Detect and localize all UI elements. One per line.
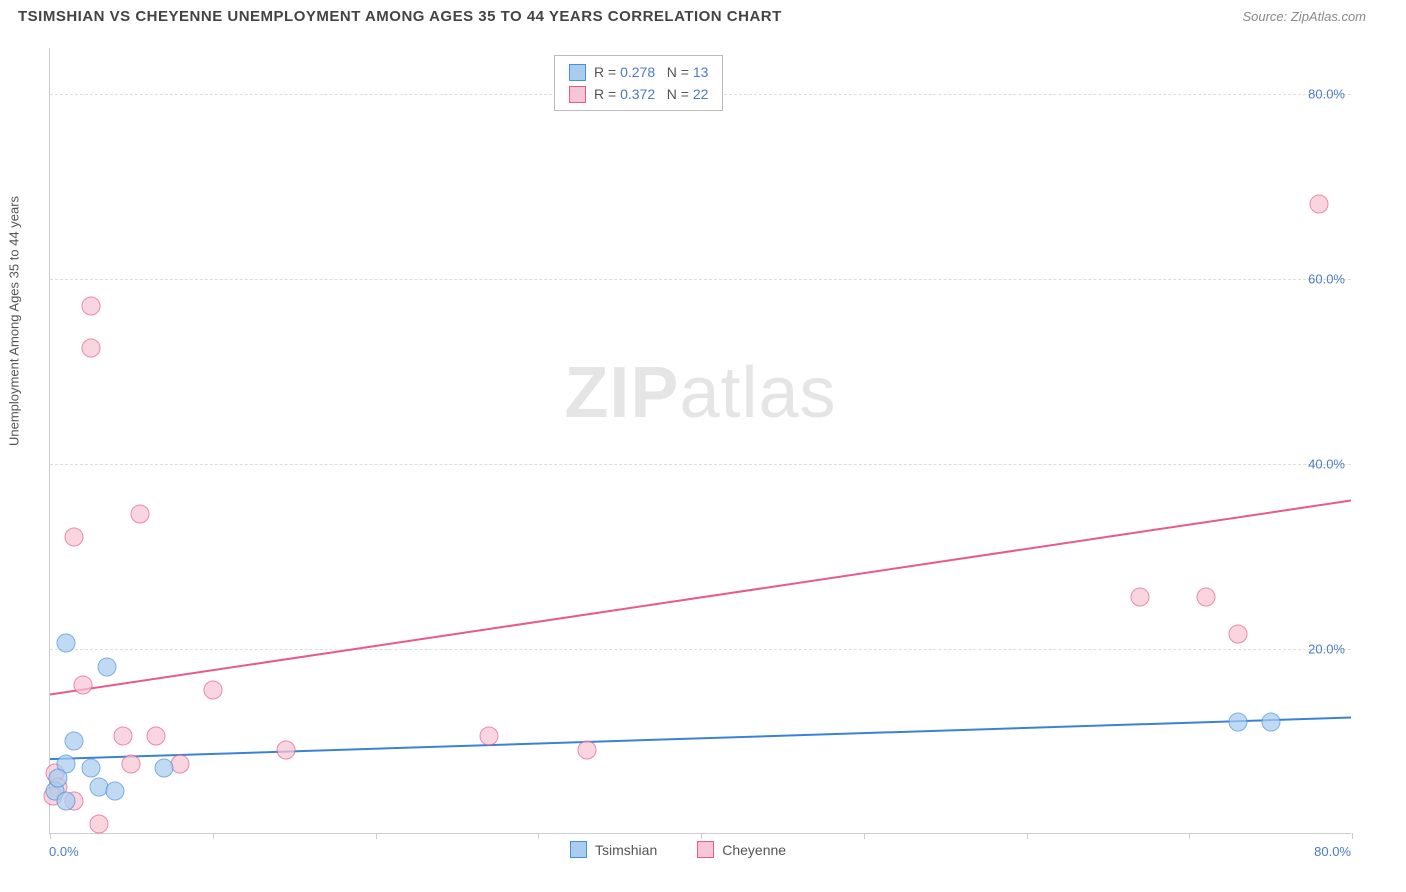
scatter-point-tsimshian <box>106 782 125 801</box>
scatter-point-cheyenne <box>65 528 84 547</box>
stats-row: R = 0.278 N = 13 <box>569 61 708 83</box>
y-tick-label: 40.0% <box>1308 457 1345 472</box>
y-tick-label: 60.0% <box>1308 272 1345 287</box>
y-axis-title: Unemployment Among Ages 35 to 44 years <box>7 196 22 446</box>
scatter-point-cheyenne <box>203 680 222 699</box>
scatter-point-cheyenne <box>1310 195 1329 214</box>
legend-label: Cheyenne <box>722 842 786 858</box>
scatter-point-cheyenne <box>81 296 100 315</box>
x-tick <box>701 833 702 839</box>
stats-text: R = 0.278 N = 13 <box>594 61 708 83</box>
grid-line <box>50 649 1351 650</box>
stats-box: R = 0.278 N = 13R = 0.372 N = 22 <box>554 55 723 111</box>
stats-text: R = 0.372 N = 22 <box>594 83 708 105</box>
scatter-point-tsimshian <box>97 657 116 676</box>
x-tick <box>1027 833 1028 839</box>
scatter-point-cheyenne <box>89 814 108 833</box>
chart-plot-area: ZIPatlas 20.0% 40.0% 60.0% 80.0% R = 0.278 … <box>49 48 1351 834</box>
x-tick <box>1189 833 1190 839</box>
scatter-point-cheyenne <box>171 754 190 773</box>
scatter-point-cheyenne <box>146 726 165 745</box>
scatter-point-tsimshian <box>57 791 76 810</box>
scatter-point-tsimshian <box>81 759 100 778</box>
x-tick <box>538 833 539 839</box>
legend-swatch <box>697 841 714 858</box>
scatter-point-cheyenne <box>1131 588 1150 607</box>
legend-item: Tsimshian <box>570 841 657 858</box>
x-tick <box>213 833 214 839</box>
scatter-point-cheyenne <box>114 726 133 745</box>
trend-line-tsimshian <box>50 718 1351 760</box>
trend-lines <box>50 48 1351 833</box>
x-tick <box>376 833 377 839</box>
x-axis-min-label: 0.0% <box>49 844 79 859</box>
scatter-point-tsimshian <box>1229 713 1248 732</box>
chart-header: TSIMSHIAN VS CHEYENNE UNEMPLOYMENT AMONG… <box>0 0 1406 33</box>
scatter-point-cheyenne <box>578 740 597 759</box>
trend-line-cheyenne <box>50 501 1351 695</box>
x-axis-max-label: 80.0% <box>1314 844 1351 859</box>
y-tick-label: 80.0% <box>1308 87 1345 102</box>
scatter-point-tsimshian <box>57 634 76 653</box>
legend-label: Tsimshian <box>595 842 657 858</box>
x-tick <box>1352 833 1353 839</box>
stats-row: R = 0.372 N = 22 <box>569 83 708 105</box>
legend-swatch <box>570 841 587 858</box>
x-tick <box>864 833 865 839</box>
scatter-point-cheyenne <box>122 754 141 773</box>
x-tick <box>50 833 51 839</box>
grid-line <box>50 279 1351 280</box>
scatter-point-tsimshian <box>65 731 84 750</box>
scatter-point-tsimshian <box>154 759 173 778</box>
y-tick-label: 20.0% <box>1308 642 1345 657</box>
scatter-point-cheyenne <box>1229 625 1248 644</box>
scatter-point-cheyenne <box>276 740 295 759</box>
stats-swatch <box>569 64 586 81</box>
scatter-point-cheyenne <box>480 726 499 745</box>
scatter-point-cheyenne <box>81 338 100 357</box>
watermark-light: atlas <box>679 353 836 433</box>
scatter-point-cheyenne <box>1196 588 1215 607</box>
watermark: ZIPatlas <box>564 352 836 434</box>
watermark-bold: ZIP <box>564 353 679 433</box>
scatter-point-cheyenne <box>130 504 149 523</box>
scatter-point-cheyenne <box>73 676 92 695</box>
scatter-point-tsimshian <box>1261 713 1280 732</box>
source-attribution: Source: ZipAtlas.com <box>1242 9 1366 24</box>
chart-title: TSIMSHIAN VS CHEYENNE UNEMPLOYMENT AMONG… <box>18 8 782 25</box>
scatter-point-tsimshian <box>49 768 68 787</box>
grid-line <box>50 464 1351 465</box>
legend-item: Cheyenne <box>697 841 786 858</box>
legend: Tsimshian Cheyenne <box>570 841 786 858</box>
stats-swatch <box>569 86 586 103</box>
